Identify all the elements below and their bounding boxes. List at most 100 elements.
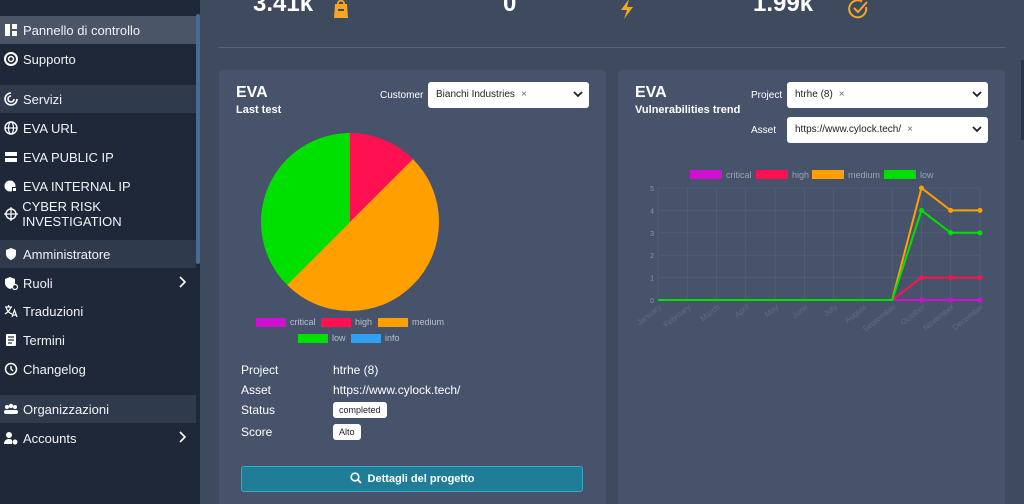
- stats-card: 3.41k 0 1.99k: [219, 0, 1005, 48]
- data-point-medium[interactable]: [948, 207, 954, 213]
- sidebar-item-label: Supporto: [23, 51, 76, 67]
- asset-value: https://www.cylock.tech/: [333, 383, 461, 397]
- legend-label: medium: [412, 317, 445, 327]
- legend-label-high[interactable]: high: [792, 170, 809, 180]
- dashboard-icon: [2, 22, 20, 38]
- legend-critical[interactable]: critical: [256, 317, 316, 327]
- sidebar-item-label: EVA PUBLIC IP: [23, 149, 114, 165]
- asset-select[interactable]: https://www.cylock.tech/ ×: [787, 117, 988, 143]
- x-tick-label: July: [822, 302, 839, 318]
- sidebar-item-eva-url[interactable]: EVA URL: [0, 114, 196, 142]
- data-point-high[interactable]: [948, 275, 954, 281]
- pie-slice-high[interactable]: [350, 133, 413, 222]
- crosshair-icon: [2, 206, 19, 222]
- data-point-medium[interactable]: [977, 207, 983, 213]
- sidebar-item-eva-internal-ip[interactable]: EVA INTERNAL IP: [0, 172, 196, 200]
- globe-icon: [2, 120, 20, 136]
- sidebar-item-label: CYBER RISK INVESTIGATION: [22, 199, 122, 229]
- customer-label: Customer: [380, 90, 424, 101]
- legend-low[interactable]: low: [298, 333, 346, 343]
- remove-tag-icon[interactable]: ×: [907, 124, 913, 135]
- card-title: EVA: [236, 84, 268, 101]
- data-point-critical[interactable]: [918, 297, 924, 303]
- eva-vulnerabilities-trend-card: EVA Vulnerabilities trend Project htrhe …: [618, 70, 1005, 504]
- data-point-low[interactable]: [977, 230, 983, 236]
- legend-label-critical[interactable]: critical: [726, 170, 752, 180]
- data-point-critical[interactable]: [977, 297, 983, 303]
- vulnerabilities-trend-chart: critical high medium low 0 1 2 3 4 5 JanuaryFebrua…: [635, 170, 985, 334]
- chevron-down-icon[interactable]: [573, 87, 583, 104]
- card-subtitle: Vulnerabilities trend: [635, 104, 741, 116]
- legend-swatch: [321, 317, 351, 327]
- bolt-icon: [619, 0, 635, 25]
- data-point-high[interactable]: [977, 275, 983, 281]
- x-tick-label: September: [861, 302, 898, 333]
- role-icon: [2, 275, 20, 291]
- legend-label-medium[interactable]: medium: [848, 170, 880, 180]
- pie-slice-low[interactable]: [261, 133, 350, 285]
- legend-label: low: [332, 333, 346, 343]
- legend-swatch: [351, 333, 381, 343]
- card-title: EVA: [635, 84, 667, 101]
- sidebar-item-translations[interactable]: Traduzioni: [0, 297, 196, 325]
- legend-swatch: [756, 170, 788, 179]
- sidebar-item-changelog[interactable]: Changelog: [0, 355, 196, 383]
- data-point-critical[interactable]: [948, 297, 954, 303]
- legend-swatch: [256, 317, 286, 327]
- x-tick-label: February: [662, 302, 693, 329]
- sidebar-item-label: Organizzazioni: [23, 401, 109, 417]
- project-details-button[interactable]: Dettagli del progetto: [241, 466, 583, 492]
- remove-tag-icon[interactable]: ×: [838, 89, 845, 100]
- legend-medium[interactable]: medium: [378, 317, 444, 327]
- page-scrollbar[interactable]: [1021, 60, 1024, 140]
- chevron-down-icon[interactable]: [972, 87, 982, 104]
- x-tick-label: May: [763, 302, 780, 318]
- sidebar-item-terms[interactable]: Termini: [0, 326, 196, 354]
- sidebar-item-dashboard[interactable]: Pannello di controllo: [0, 16, 196, 44]
- sidebar-item-label: Pannello di controllo: [23, 22, 141, 38]
- sidebar-section-services[interactable]: Servizi: [0, 85, 196, 113]
- asset-tag: https://www.cylock.tech/ ×: [795, 124, 913, 135]
- sidebar-section-admin[interactable]: Amministratore: [0, 240, 196, 268]
- chevron-down-icon[interactable]: [972, 122, 982, 139]
- pie-slice-medium[interactable]: [287, 159, 439, 311]
- asset-label: Asset: [751, 125, 777, 136]
- score-badge: Alto: [333, 424, 361, 440]
- sidebar-section-organizations[interactable]: Organizzazioni: [0, 395, 196, 423]
- legend-label-low[interactable]: low: [920, 170, 934, 180]
- data-point-low[interactable]: [918, 207, 924, 213]
- asset-label: Asset: [241, 383, 272, 397]
- sidebar-item-cyber-risk[interactable]: CYBER RISK INVESTIGATION: [0, 199, 196, 229]
- project-tag-label: htrhe (8): [795, 89, 833, 100]
- data-point-low[interactable]: [948, 230, 954, 236]
- severity-pie-chart: [261, 133, 439, 311]
- project-details-label: Dettagli del progetto: [367, 473, 475, 485]
- data-point-medium[interactable]: [918, 185, 924, 191]
- sidebar-scrollbar[interactable]: [196, 14, 200, 264]
- legend-info[interactable]: info: [351, 333, 400, 343]
- sidebar-item-label: Accounts: [23, 430, 77, 446]
- chevron-right-icon: [178, 430, 188, 447]
- legend-swatch: [378, 317, 408, 327]
- user-gear-icon: [2, 430, 20, 446]
- data-point-high[interactable]: [918, 275, 924, 281]
- y-tick-label: 1: [650, 276, 654, 283]
- remove-tag-icon[interactable]: ×: [520, 89, 527, 100]
- x-tick-label: March: [699, 302, 722, 323]
- sidebar-item-support[interactable]: Supporto: [0, 45, 196, 73]
- customer-tag-label: Bianchi Industries: [436, 89, 515, 100]
- series-line-high: [658, 276, 980, 301]
- y-tick-label: 0: [650, 298, 654, 305]
- legend-high[interactable]: high: [321, 317, 372, 327]
- globe-lock-icon: [2, 178, 20, 194]
- legend-swatch: [690, 170, 722, 179]
- project-select[interactable]: htrhe (8) ×: [787, 82, 988, 108]
- y-tick-label: 2: [650, 253, 654, 260]
- sidebar-item-roles[interactable]: Ruoli: [0, 269, 196, 297]
- customer-select[interactable]: Bianchi Industries ×: [428, 82, 589, 108]
- sidebar-item-label: Termini: [23, 332, 65, 348]
- sidebar-item-accounts[interactable]: Accounts: [0, 424, 196, 452]
- x-tick-label: August: [843, 302, 869, 325]
- sidebar: Pannello di controllo Supporto Servizi E…: [0, 0, 200, 504]
- sidebar-item-eva-public-ip[interactable]: EVA PUBLIC IP: [0, 143, 196, 171]
